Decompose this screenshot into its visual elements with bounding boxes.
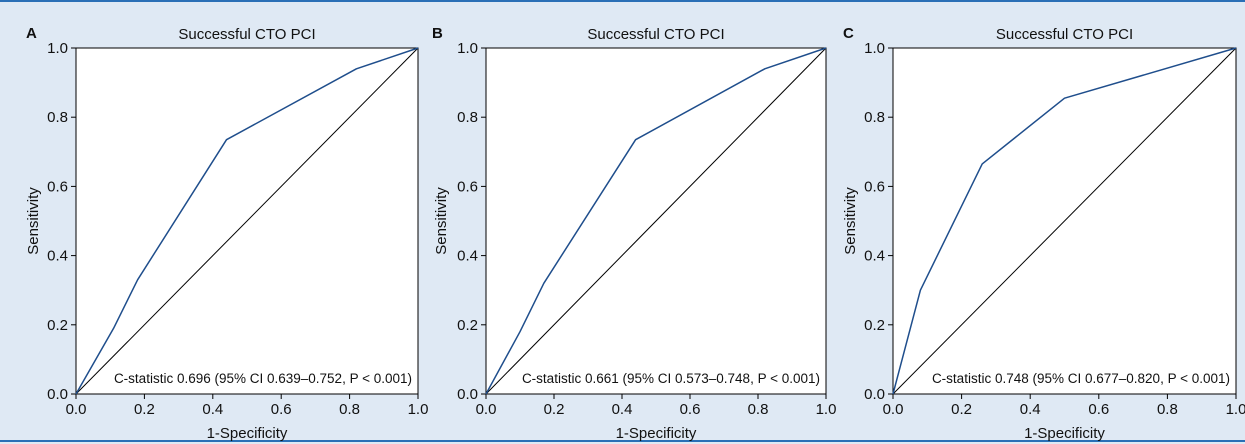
panel-a-x-tick-label: 0.4 (202, 401, 223, 418)
panel-b-y-tick-label: 0.6 (457, 178, 478, 195)
panel-a-y-tick-label: 0.2 (47, 317, 68, 334)
panel-c-c-statistic-annotation: C-statistic 0.748 (95% CI 0.677–0.820, P… (932, 371, 1230, 386)
panel-b-x-tick-label: 0.8 (748, 401, 769, 418)
panel-c-x-tick-label: 0.2 (951, 401, 972, 418)
panel-b-x-tick-label: 0.4 (612, 401, 633, 418)
panel-c: C Successful CTO PCI 0.0 0.2 0.4 0.6 0.8 1.0 0.0… (842, 25, 1245, 442)
panel-c-y-tick-label: 0.0 (864, 386, 885, 403)
panel-c-x-tick-label: 0.0 (883, 401, 904, 418)
panel-b-x-tick-label: 0.2 (544, 401, 565, 418)
panel-b-y-axis-label: Sensitivity (433, 187, 450, 255)
panel-c-y-tick-label: 0.6 (864, 178, 885, 195)
panel-a-y-tick-label: 0.8 (47, 109, 68, 126)
panel-a-c-statistic-annotation: C-statistic 0.696 (95% CI 0.639–0.752, P… (114, 371, 412, 386)
panel-b-c-statistic-annotation: C-statistic 0.661 (95% CI 0.573–0.748, P… (522, 371, 820, 386)
panel-b-y-tick-label: 0.4 (457, 248, 478, 265)
panel-b-y-tick-label: 1.0 (457, 40, 478, 57)
panel-c-y-tick-label: 0.2 (864, 317, 885, 334)
panel-c-roc-curve (892, 47, 1237, 395)
panel-c-x-tick-label: 1.0 (1226, 401, 1245, 418)
panel-c-y-tick-label: 0.8 (864, 109, 885, 126)
panel-c-y-tick-label: 1.0 (864, 40, 885, 57)
panel-b-x-tick-label: 1.0 (816, 401, 837, 418)
panel-a-x-tick-label: 0.8 (339, 401, 360, 418)
panel-c-y-axis-label: Sensitivity (842, 187, 859, 255)
panel-c-x-tick-label: 0.8 (1157, 401, 1178, 418)
panel-a-letter: A (26, 25, 37, 42)
panel-c-x-tick-label: 0.6 (1088, 401, 1109, 418)
panel-b-x-tick-label: 0.6 (680, 401, 701, 418)
panel-b-letter: B (432, 25, 443, 42)
panel-c-title: Successful CTO PCI (996, 26, 1133, 43)
panel-c-reference-line (892, 47, 1237, 395)
panel-b-roc-curve (485, 47, 827, 395)
panel-b: B Successful CTO PCI 0.0 0.2 0.4 0.6 0.8 1.0 0.0… (432, 25, 836, 442)
panel-a-x-tick-label: 1.0 (408, 401, 429, 418)
panel-b-x-tick-label: 0.0 (476, 401, 497, 418)
panel-a-y-tick-label: 0.4 (47, 248, 68, 265)
panel-a-x-axis-label: 1-Specificity (207, 425, 288, 442)
panel-a-x-tick-label: 0.2 (134, 401, 155, 418)
panel-a-y-tick-label: 0.0 (47, 386, 68, 403)
panel-b-y-tick-label: 0.2 (457, 317, 478, 334)
panel-b-x-axis-label: 1-Specificity (616, 425, 697, 442)
panel-a-reference-line (75, 47, 419, 395)
panel-b-title: Successful CTO PCI (587, 26, 724, 43)
panel-b-y-tick-label: 0.0 (457, 386, 478, 403)
panel-a-title: Successful CTO PCI (178, 26, 315, 43)
panel-a-y-tick-label: 1.0 (47, 40, 68, 57)
panel-c-letter: C (843, 25, 854, 42)
panel-c-x-axis-label: 1-Specificity (1024, 425, 1105, 442)
panel-a-x-tick-label: 0.6 (271, 401, 292, 418)
panel-a-y-axis-label: Sensitivity (25, 187, 42, 255)
panel-c-x-tick-label: 0.4 (1020, 401, 1041, 418)
panel-a-roc-curve (75, 47, 419, 395)
panel-a-y-tick-label: 0.6 (47, 178, 68, 195)
panel-b-reference-line (485, 47, 827, 395)
panel-a-x-tick-label: 0.0 (66, 401, 87, 418)
panel-a: A Successful CTO PCI 0.0 0.2 0.4 0.6 0.8 1.0 0.0… (25, 25, 428, 442)
panel-c-y-tick-label: 0.4 (864, 248, 885, 265)
panel-b-y-tick-label: 0.8 (457, 109, 478, 126)
